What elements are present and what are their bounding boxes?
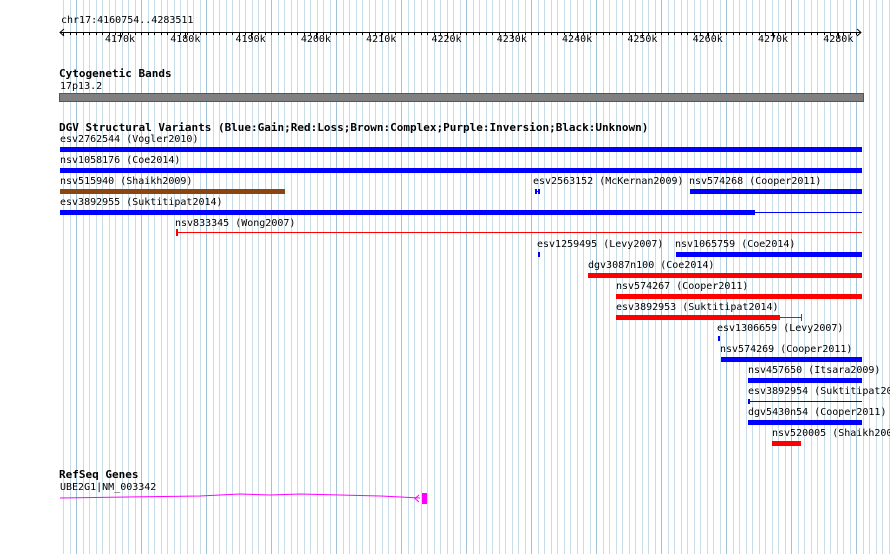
dgv-feature-bar[interactable]	[690, 189, 862, 194]
dgv-feature-label: nsv1058176 (Coe2014)	[60, 155, 181, 166]
refseq-gene-label: UBE2G1|NM_003342	[60, 482, 157, 493]
dgv-feature-label: nsv520005 (Shaikh2009)	[772, 428, 890, 439]
dgv-feature-bar[interactable]	[60, 189, 285, 194]
dgv-track-title: DGV Structural Variants (Blue:Gain;Red:L…	[59, 121, 649, 134]
dgv-feature-extension	[755, 212, 862, 213]
refseq-gene-model[interactable]	[0, 489, 890, 509]
ruler-tick-label: 4240k	[562, 34, 593, 45]
ruler-tick-label: 4220k	[431, 34, 462, 45]
dgv-feature-label: nsv574268 (Cooper2011)	[689, 176, 822, 187]
dgv-feature-label: esv3892954 (Suktitipat2014)	[748, 386, 890, 397]
dgv-feature-label: esv3892953 (Suktitipat2014)	[616, 302, 779, 313]
dgv-feature-label: esv3892955 (Suktitipat2014)	[60, 197, 223, 208]
gene-strand-arrow	[414, 494, 420, 503]
dgv-feature-bar[interactable]	[60, 168, 862, 173]
dgv-feature-bar[interactable]	[616, 294, 862, 299]
dgv-feature-extension	[750, 401, 862, 402]
ruler-tick-label: 4200k	[300, 34, 331, 45]
ruler-tick-label: 4170k	[104, 34, 136, 45]
dgv-feature-whisker	[780, 317, 801, 318]
cytoband-label: 17p13.2	[60, 81, 103, 92]
dgv-feature-label: esv1259495 (Levy2007)	[537, 239, 664, 250]
cytoband-bar[interactable]	[59, 93, 864, 102]
ruler-tick-label: 4270k	[757, 34, 789, 45]
dgv-feature-bar[interactable]	[538, 252, 540, 257]
region-label: chr17:4160754..4283511	[61, 15, 194, 26]
dgv-feature-label: dgv3087n100 (Coe2014)	[588, 260, 715, 271]
dgv-feature-label: nsv574269 (Cooper2011)	[720, 344, 853, 355]
dgv-feature-bar[interactable]	[588, 273, 862, 278]
dgv-feature-bar[interactable]	[616, 315, 780, 320]
dgv-feature-label: esv2762544 (Vogler2010)	[60, 134, 199, 145]
ruler-tick-label: 4190k	[235, 34, 266, 45]
ruler-tick-label: 4210k	[366, 34, 397, 45]
ruler[interactable]	[0, 20, 890, 70]
dgv-feature-label: esv2563152 (McKernan2009)	[533, 176, 684, 187]
ruler-tick-label: 4250k	[627, 34, 658, 45]
gene-intron-line	[59, 493, 421, 499]
dgv-feature-bar[interactable]	[60, 147, 862, 152]
dgv-feature-bar[interactable]	[748, 420, 862, 425]
dgv-feature-bar[interactable]	[176, 232, 862, 233]
dgv-feature-label: nsv515940 (Shaikh2009)	[60, 176, 193, 187]
cytoband-track-title: Cytogenetic Bands	[59, 67, 172, 80]
dgv-feature-bar[interactable]	[718, 336, 720, 341]
dgv-feature-bar[interactable]	[676, 252, 862, 257]
dgv-feature-label: nsv1065759 (Coe2014)	[675, 239, 796, 250]
ruler-tick-label: 4260k	[692, 34, 723, 45]
dgv-feature-bar[interactable]	[772, 441, 801, 446]
ruler-tick-label: 4280k	[823, 34, 854, 45]
dgv-feature-endcap	[801, 314, 802, 321]
dgv-feature-bar[interactable]	[748, 378, 862, 383]
refseq-track-title: RefSeq Genes	[59, 468, 139, 481]
dgv-feature-label: dgv5430n54 (Cooper2011)	[748, 407, 887, 418]
dgv-feature-endcap	[176, 229, 178, 236]
ruler-tick-label: 4230k	[496, 34, 527, 45]
ruler-arrow-left	[59, 28, 65, 37]
gene-exon	[422, 493, 427, 504]
dgv-feature-bar[interactable]	[748, 399, 750, 404]
dgv-feature-label: esv1306659 (Levy2007)	[717, 323, 844, 334]
dgv-feature-label: nsv457650 (Itsara2009)	[748, 365, 881, 376]
ruler-arrow-right	[856, 28, 862, 37]
dgv-feature-label: nsv833345 (Wong2007)	[175, 218, 296, 229]
dgv-feature-label: nsv574267 (Cooper2011)	[616, 281, 749, 292]
dgv-feature-bar[interactable]	[535, 189, 540, 194]
dgv-feature-bar[interactable]	[721, 357, 862, 362]
dgv-feature-bar[interactable]	[60, 210, 755, 215]
ruler-tick-label: 4180k	[170, 34, 201, 45]
